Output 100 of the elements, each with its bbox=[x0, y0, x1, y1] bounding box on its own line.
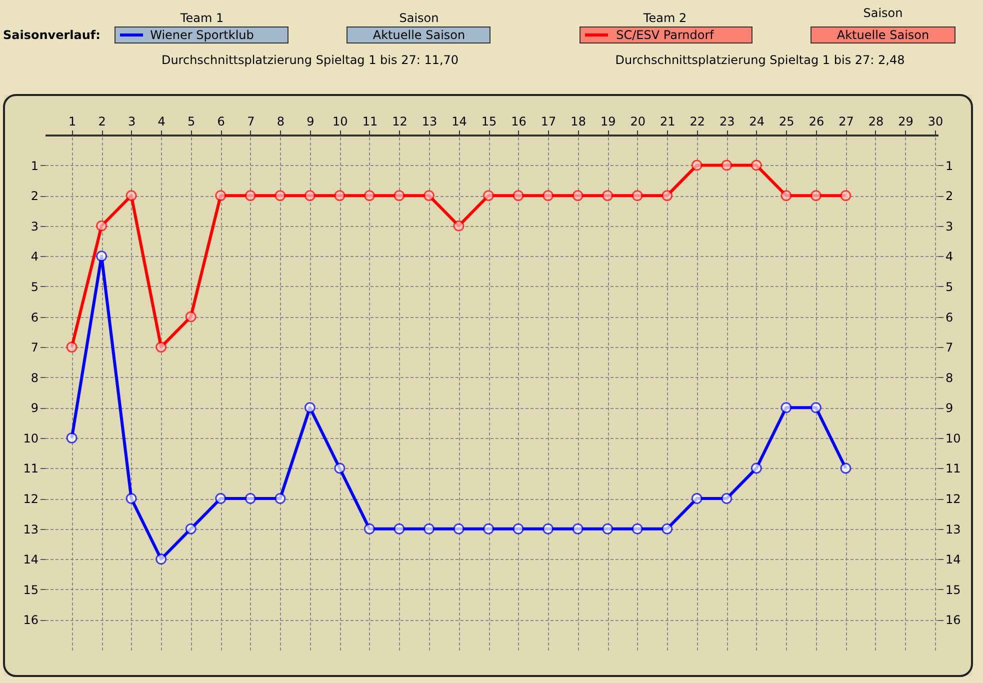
point bbox=[156, 342, 167, 353]
x-tick-label: 15 bbox=[481, 114, 497, 128]
point bbox=[602, 523, 614, 534]
x-tick-label: 17 bbox=[540, 114, 556, 128]
y2-tick-label: 3 bbox=[946, 219, 954, 234]
point bbox=[750, 462, 762, 474]
point bbox=[274, 190, 286, 202]
point bbox=[483, 190, 494, 202]
point bbox=[66, 342, 78, 353]
y-tick-label: 16 bbox=[23, 613, 38, 628]
y-tick-label: 2 bbox=[30, 189, 38, 204]
y2-tick-label: 14 bbox=[946, 552, 961, 567]
point bbox=[572, 523, 584, 534]
point bbox=[244, 493, 256, 504]
y-tick-label: 11 bbox=[23, 462, 38, 476]
x-tick-label: 14 bbox=[452, 114, 467, 128]
text: Team 2 bbox=[642, 11, 687, 25]
point bbox=[244, 190, 256, 202]
point bbox=[96, 250, 108, 262]
point bbox=[423, 523, 434, 534]
point bbox=[840, 190, 852, 202]
point bbox=[810, 190, 822, 202]
text: Durchschnittsplatzierung Spieltag 1 bis 27: 2,48 bbox=[615, 53, 905, 67]
x-tick-label: 16 bbox=[511, 114, 526, 128]
x-tick-label: 1 bbox=[68, 114, 76, 128]
y2-tick-label: 9 bbox=[946, 401, 954, 416]
point bbox=[185, 523, 196, 534]
point bbox=[840, 462, 852, 474]
point bbox=[304, 402, 316, 414]
x-tick-label: 28 bbox=[868, 114, 884, 128]
x-tick-label: 10 bbox=[332, 114, 348, 128]
y-tick-label: 4 bbox=[30, 250, 38, 264]
x-tick-label: 22 bbox=[690, 114, 706, 128]
point bbox=[215, 493, 226, 504]
text: Saisonverlauf: bbox=[3, 28, 100, 42]
y-tick-label: 3 bbox=[30, 219, 38, 234]
x-tick-label: 3 bbox=[128, 114, 136, 128]
x-tick-label: 27 bbox=[838, 114, 854, 128]
point bbox=[632, 190, 643, 202]
point bbox=[334, 462, 346, 474]
x-tick-label: 2 bbox=[98, 114, 106, 128]
point bbox=[364, 190, 375, 202]
x-tick-label: 25 bbox=[779, 114, 794, 128]
y-tick-label: 7 bbox=[30, 340, 38, 355]
point bbox=[364, 523, 375, 534]
point bbox=[780, 402, 792, 414]
x-tick-label: 18 bbox=[570, 114, 586, 128]
x-tick-label: 23 bbox=[720, 114, 735, 128]
point bbox=[662, 523, 673, 534]
point bbox=[156, 554, 167, 565]
point bbox=[423, 190, 434, 202]
y2-tick-label: 4 bbox=[946, 250, 954, 264]
point bbox=[453, 523, 464, 534]
point bbox=[96, 220, 108, 232]
point bbox=[185, 311, 196, 322]
x-tick-label: 20 bbox=[630, 114, 646, 128]
x-tick-label: 30 bbox=[928, 114, 944, 128]
y2-tick-label: 1 bbox=[946, 158, 954, 173]
x-tick-label: 24 bbox=[749, 114, 765, 128]
point bbox=[215, 190, 226, 202]
point bbox=[780, 190, 792, 202]
y-tick-label: 9 bbox=[30, 401, 38, 416]
y2-tick-label: 8 bbox=[946, 370, 954, 385]
point bbox=[66, 432, 78, 444]
legend-label: Wiener Sportklub bbox=[150, 28, 254, 42]
x-tick-label: 29 bbox=[898, 114, 914, 128]
x-tick-label: 5 bbox=[188, 114, 196, 128]
point bbox=[394, 523, 405, 534]
point bbox=[453, 220, 464, 232]
y2-tick-label: 12 bbox=[946, 492, 961, 506]
text: Saison bbox=[399, 11, 439, 25]
point bbox=[691, 493, 702, 504]
point bbox=[542, 190, 554, 202]
point bbox=[542, 523, 554, 534]
y2-tick-label: 10 bbox=[946, 431, 961, 446]
x-tick-label: 13 bbox=[422, 114, 438, 128]
x-tick-label: 21 bbox=[660, 114, 676, 128]
point bbox=[572, 190, 584, 202]
point bbox=[512, 523, 524, 534]
point bbox=[810, 402, 822, 414]
x-tick-label: 19 bbox=[600, 114, 616, 128]
y2-tick-label: 2 bbox=[946, 189, 954, 204]
x-tick-label: 9 bbox=[306, 114, 314, 128]
point bbox=[483, 523, 494, 534]
point bbox=[126, 493, 137, 504]
point bbox=[721, 493, 732, 504]
y2-tick-label: 13 bbox=[946, 522, 961, 536]
y-tick-label: 5 bbox=[30, 280, 38, 294]
point bbox=[721, 160, 732, 171]
y-tick-label: 8 bbox=[30, 370, 38, 385]
point bbox=[334, 190, 346, 202]
y2-tick-label: 16 bbox=[946, 613, 961, 628]
y2-tick-label: 6 bbox=[946, 310, 954, 324]
point bbox=[394, 190, 405, 202]
y-tick-label: 1 bbox=[30, 158, 38, 173]
y2-tick-label: 5 bbox=[946, 280, 954, 294]
text: Saison bbox=[863, 6, 903, 20]
point bbox=[126, 190, 137, 202]
text: Aktuelle Saison bbox=[836, 28, 930, 42]
x-tick-label: 26 bbox=[808, 114, 824, 128]
